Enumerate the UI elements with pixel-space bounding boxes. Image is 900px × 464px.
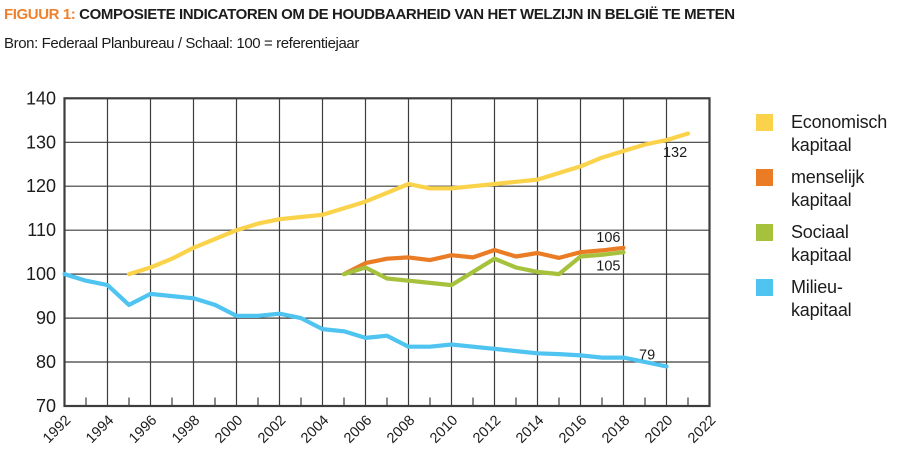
x-axis-tick-label: 1998 <box>169 413 203 447</box>
chart-legend: Economisch kapitaal menselijk kapitaal Soc… <box>756 111 887 331</box>
x-axis-tick-label: 2008 <box>384 413 418 447</box>
x-axis-tick-label: 1994 <box>83 413 117 447</box>
x-axis-tick-label: 2004 <box>298 413 332 447</box>
legend-label: Sociaal kapitaal <box>791 222 852 265</box>
x-axis-tick-label: 2000 <box>212 413 246 447</box>
legend-label: Milieu- kapitaal <box>791 277 852 320</box>
x-axis-tick-label: 1992 <box>40 413 74 447</box>
y-axis-tick-label: 80 <box>36 352 56 372</box>
legend-item: Economisch kapitaal <box>756 111 887 158</box>
y-axis-tick-label: 110 <box>27 220 56 240</box>
value-annotation: 106 <box>596 230 620 246</box>
value-annotation: 132 <box>663 145 687 161</box>
x-axis-tick-label: 2020 <box>642 413 676 447</box>
series-line-economisch-kapitaal <box>126 131 691 277</box>
plot-border <box>63 97 711 408</box>
x-axis-tick-label: 2018 <box>599 413 633 447</box>
y-axis-tick-label: 70 <box>36 396 56 416</box>
legend-label: Economisch kapitaal <box>791 112 888 155</box>
legend-item: Sociaal kapitaal <box>756 221 887 268</box>
value-annotation: 105 <box>596 258 620 274</box>
y-axis-tick-label: 120 <box>26 176 56 196</box>
legend-label: menselijk kapitaal <box>791 167 865 210</box>
legend-swatch <box>756 224 773 241</box>
legend-item: Milieu- kapitaal <box>756 276 887 323</box>
x-axis-tick-label: 2002 <box>255 413 289 447</box>
series-line-sociaal-kapitaal <box>341 250 626 288</box>
y-axis-tick-label: 140 <box>26 88 56 108</box>
y-axis-tick-label: 100 <box>26 264 56 284</box>
x-axis-tick-label: 2012 <box>470 413 504 447</box>
x-axis-tick-label: 2016 <box>556 413 590 447</box>
y-axis-tick-label: 130 <box>26 132 56 152</box>
figure-title-prefix: FIGUUR 1: <box>4 6 76 23</box>
legend-swatch <box>756 279 773 296</box>
figure-title: FIGUUR 1: COMPOSIETE INDICATOREN OM DE H… <box>4 6 735 23</box>
legend-swatch <box>756 169 773 186</box>
legend-item: menselijk kapitaal <box>756 166 887 213</box>
x-axis-tick-label: 2022 <box>685 413 719 447</box>
legend-swatch <box>756 114 773 131</box>
x-axis-tick-label: 2010 <box>427 413 461 447</box>
x-axis-tick-label: 1996 <box>126 413 160 447</box>
figure-title-text: COMPOSIETE INDICATOREN OM DE HOUDBAARHEI… <box>75 6 735 23</box>
series-line-milieu-kapitaal <box>62 272 669 369</box>
value-annotation: 79 <box>639 348 655 364</box>
y-axis-tick-label: 90 <box>36 308 56 328</box>
x-axis-tick-label: 2006 <box>341 413 375 447</box>
x-axis-tick-label: 2014 <box>513 413 547 447</box>
figure-subtitle: Bron: Federaal Planbureau / Schaal: 100 … <box>4 35 359 52</box>
series-line-menselijk-kapitaal <box>341 245 626 277</box>
